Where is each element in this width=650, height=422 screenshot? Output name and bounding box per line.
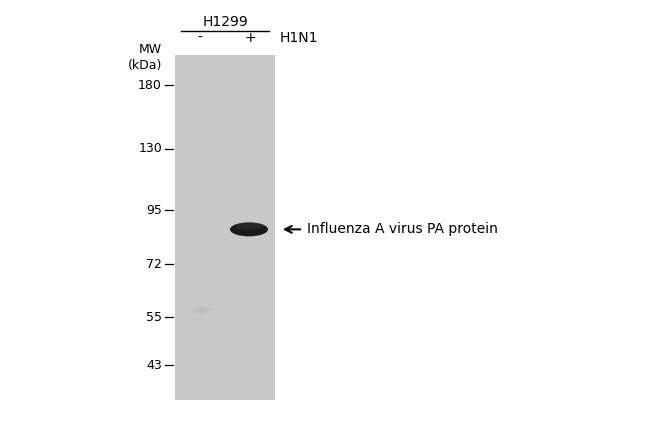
Text: Influenza A virus PA protein: Influenza A virus PA protein <box>307 222 498 236</box>
Text: 43: 43 <box>146 359 162 372</box>
Ellipse shape <box>230 222 268 236</box>
Text: -: - <box>198 31 202 45</box>
Text: MW
(kDa): MW (kDa) <box>127 43 162 72</box>
Text: 55: 55 <box>146 311 162 324</box>
Text: 130: 130 <box>138 142 162 155</box>
Ellipse shape <box>235 223 263 230</box>
Ellipse shape <box>193 307 211 314</box>
Bar <box>175 55 275 400</box>
Text: 95: 95 <box>146 204 162 216</box>
Text: H1N1: H1N1 <box>280 31 318 45</box>
Text: 72: 72 <box>146 258 162 271</box>
Text: H1299: H1299 <box>202 15 248 29</box>
Text: 180: 180 <box>138 78 162 92</box>
Text: +: + <box>244 31 256 45</box>
